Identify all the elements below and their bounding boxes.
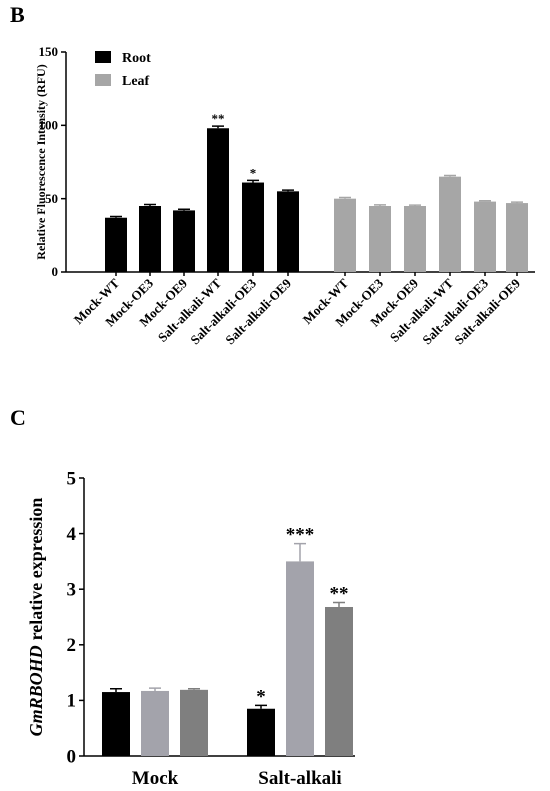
bar <box>404 206 426 272</box>
significance-mark: * <box>250 165 257 180</box>
error-bar <box>339 196 351 199</box>
y-tick-label: 50 <box>45 191 58 206</box>
significance-mark: * <box>256 686 266 707</box>
y-axis-label-text: Relative Fluorescence Intensity (RFU) <box>34 64 48 259</box>
error-bar <box>374 204 386 206</box>
error-bar <box>110 215 122 218</box>
x-tick-label: Salt-alkali <box>258 768 341 789</box>
y-tick-label: 4 <box>67 524 77 545</box>
error-bar <box>149 687 161 691</box>
legend-label: Root <box>122 51 151 66</box>
y-axis-label-text: relative expression <box>26 498 46 641</box>
bar <box>207 128 229 272</box>
y-tick-label: 1 <box>67 691 77 712</box>
bar <box>506 203 528 272</box>
legend-swatch <box>95 74 111 86</box>
bar <box>180 689 208 756</box>
y-tick-label: 0 <box>52 264 59 279</box>
error-bar <box>282 189 294 192</box>
significance-mark: ** <box>330 584 349 605</box>
error-bar <box>144 203 156 206</box>
bar <box>102 692 130 756</box>
bar <box>474 201 496 272</box>
bar <box>286 561 314 756</box>
bar <box>277 191 299 272</box>
panel-letter: C <box>10 405 26 430</box>
error-bar <box>255 704 267 709</box>
bar <box>139 206 161 272</box>
error-bar <box>212 125 224 129</box>
error-bar <box>479 199 491 202</box>
significance-mark: *** <box>286 525 315 546</box>
bar <box>325 606 353 756</box>
error-bar <box>188 687 200 690</box>
error-bar <box>511 201 523 204</box>
error-bar <box>247 179 259 183</box>
panel-letter: B <box>10 2 25 27</box>
y-tick-label: 0 <box>67 746 77 767</box>
error-bar <box>444 174 456 177</box>
y-tick-label: 100 <box>39 118 59 133</box>
legend-label: Leaf <box>122 74 150 89</box>
bar <box>439 176 461 272</box>
bar <box>242 182 264 272</box>
y-axis-label: GmRBOHD relative expression <box>26 498 46 737</box>
significance-mark: ** <box>212 111 225 126</box>
bar <box>247 708 275 756</box>
bar <box>334 198 356 272</box>
bar <box>173 210 195 272</box>
legend-swatch <box>95 51 111 63</box>
y-axis-label: Relative Fluorescence Intensity (RFU) <box>34 64 48 259</box>
error-bar <box>178 208 190 211</box>
x-tick-label: Mock <box>132 768 179 789</box>
bar <box>105 217 127 272</box>
y-axis-label-gene: GmRBOHD <box>26 645 46 736</box>
error-bar <box>333 601 345 607</box>
error-bar <box>110 687 122 693</box>
y-tick-label: 150 <box>39 44 59 59</box>
y-tick-label: 2 <box>67 635 77 656</box>
error-bar <box>294 542 306 562</box>
y-tick-label: 5 <box>67 468 77 489</box>
bar <box>141 690 169 756</box>
bar <box>369 206 391 272</box>
y-tick-label: 3 <box>67 580 77 601</box>
error-bar <box>409 204 421 206</box>
